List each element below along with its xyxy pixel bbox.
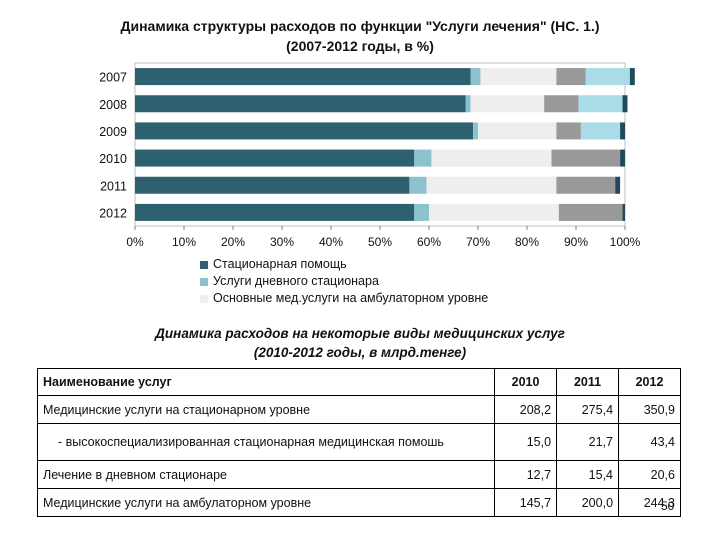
row-value-2010: 145,7: [494, 488, 558, 517]
bar-segment-2011-series-1: [135, 176, 410, 194]
bar-segment-2010-series-4: [551, 149, 621, 167]
category-label-2010: 2010: [99, 152, 127, 166]
x-tick-label: 50%: [368, 235, 392, 249]
bar-segment-2009-series-5: [580, 122, 621, 140]
bar-segment-2012-series-6: [622, 203, 625, 221]
bar-segment-2009-series-3: [478, 122, 557, 140]
bar-segment-2010-series-6: [620, 149, 625, 167]
bar-segment-2008-series-6: [622, 95, 628, 113]
category-label-2011: 2011: [100, 179, 127, 193]
table-title: Динамика расходов на некоторые виды меди…: [0, 324, 720, 362]
row-name: - высокоспециализированная стационарная …: [36, 423, 496, 461]
legend-label-day-hospital: Услуги дневного стационара: [213, 274, 379, 288]
header-name: Наименование услуг: [36, 368, 496, 396]
row-value-2010: 15,0: [494, 423, 558, 461]
bar-segment-2007-series-5: [585, 68, 630, 86]
legend-item-inpatient: Стационарная помощь: [200, 256, 488, 273]
header-2011: 2011: [556, 368, 620, 396]
legend-swatch-inpatient: [200, 260, 208, 269]
bar-segment-2007-series-4: [556, 68, 586, 86]
bar-segment-2012-series-2: [414, 203, 429, 221]
table-title-line-1: Динамика расходов на некоторые виды меди…: [155, 326, 565, 341]
header-2012: 2012: [618, 368, 681, 396]
bar-segment-2008-series-3: [470, 95, 545, 113]
bar-segment-2011-series-2: [409, 176, 427, 194]
bar-segment-2009-series-4: [556, 122, 581, 140]
bar-segment-2012-series-4: [558, 203, 623, 221]
bar-segment-2007-series-6: [629, 68, 635, 86]
x-tick-label: 100%: [610, 235, 641, 249]
header-2010: 2010: [494, 368, 558, 396]
bar-segment-2007-series-2: [470, 68, 481, 86]
chart-title-line-1: Динамика структуры расходов по функции "…: [120, 18, 600, 34]
page-number: 50: [661, 499, 675, 513]
legend-swatch-outpatient: [200, 294, 208, 303]
bar-segment-2009-series-6: [620, 122, 625, 140]
table-title-line-2: (2010-2012 годы, в млрд.тенге): [253, 345, 467, 360]
row-value-2012: 244,3: [618, 488, 681, 517]
x-tick-label: 90%: [564, 235, 588, 249]
chart-legend: Стационарная помощь Услуги дневного стац…: [200, 256, 488, 307]
row-value-2010: 12,7: [494, 460, 558, 489]
legend-item-outpatient: Основные мед.услуги на амбулаторном уров…: [200, 290, 488, 307]
bar-segment-2011-series-4: [556, 176, 616, 194]
table-row: Медицинские услуги на стационарном уровн…: [36, 395, 681, 424]
legend-label-outpatient: Основные мед.услуги на амбулаторном уров…: [213, 291, 489, 305]
bar-segment-2010-series-1: [135, 149, 415, 167]
bar-segment-2008-series-2: [465, 95, 471, 113]
x-tick-label: 20%: [221, 235, 245, 249]
x-tick-label: 40%: [319, 235, 343, 249]
bar-segment-2012-series-3: [429, 203, 559, 221]
row-value-2012: 20,6: [618, 460, 681, 489]
row-value-2011: 21,7: [556, 423, 620, 461]
row-name: Медицинские услуги на амбулаторном уровн…: [36, 488, 496, 517]
chart-title-line-2: (2007-2012 годы, в %): [286, 38, 434, 54]
bar-segment-2011-series-3: [426, 176, 557, 194]
chart-title: Динамика структуры расходов по функции "…: [0, 16, 720, 56]
x-tick-label: 0%: [126, 235, 144, 249]
row-value-2011: 200,0: [556, 488, 620, 517]
stacked-bar-chart: 0% 10% 20% 30% 40% 50% 60% 70% 80% 90% 100% 2007 200…: [99, 62, 641, 249]
bar-segment-2010-series-3: [431, 149, 552, 167]
bar-segment-2010-series-2: [414, 149, 432, 167]
category-label-2007: 2007: [99, 71, 127, 85]
x-tick-label: 70%: [466, 235, 490, 249]
bar-segment-2009-series-2: [473, 122, 478, 140]
bar-segment-2012-series-1: [135, 203, 415, 221]
category-label-2009: 2009: [99, 125, 127, 139]
row-value-2012: 350,9: [618, 395, 681, 424]
row-value-2011: 15,4: [556, 460, 620, 489]
table-row: Медицинские услуги на амбулаторном уровн…: [36, 488, 681, 517]
bar-segment-2008-series-4: [544, 95, 579, 113]
legend-label-inpatient: Стационарная помощь: [213, 257, 347, 271]
category-label-2012: 2012: [99, 206, 127, 220]
x-tick-label: 60%: [417, 235, 441, 249]
category-label-2008: 2008: [99, 98, 127, 112]
table-row: Лечение в дневном стационаре 12,7 15,4 2…: [36, 460, 681, 489]
bar-segment-2011-series-6: [615, 176, 621, 194]
row-name: Лечение в дневном стационаре: [36, 460, 496, 489]
bar-segment-2008-series-5: [578, 95, 623, 113]
legend-item-day-hospital: Услуги дневного стационара: [200, 273, 488, 290]
row-value-2011: 275,4: [556, 395, 620, 424]
row-name: Медицинские услуги на стационарном уровн…: [36, 395, 496, 424]
bar-segment-2009-series-1: [135, 122, 474, 140]
x-tick-label: 30%: [270, 235, 294, 249]
table-row: - высокоспециализированная стационарная …: [36, 423, 681, 461]
services-table: Наименование услуг 2010 2011 2012 Медици…: [36, 368, 681, 517]
bar-segment-2007-series-3: [480, 68, 557, 86]
bar-segment-2008-series-1: [135, 95, 466, 113]
row-value-2012: 43,4: [618, 423, 681, 461]
table-header-row: Наименование услуг 2010 2011 2012: [36, 368, 681, 396]
legend-swatch-day-hospital: [200, 277, 208, 286]
row-value-2010: 208,2: [494, 395, 558, 424]
x-tick-label: 80%: [515, 235, 539, 249]
plot-area: [134, 62, 626, 227]
x-tick-label: 10%: [172, 235, 196, 249]
bar-segment-2007-series-1: [135, 68, 471, 86]
